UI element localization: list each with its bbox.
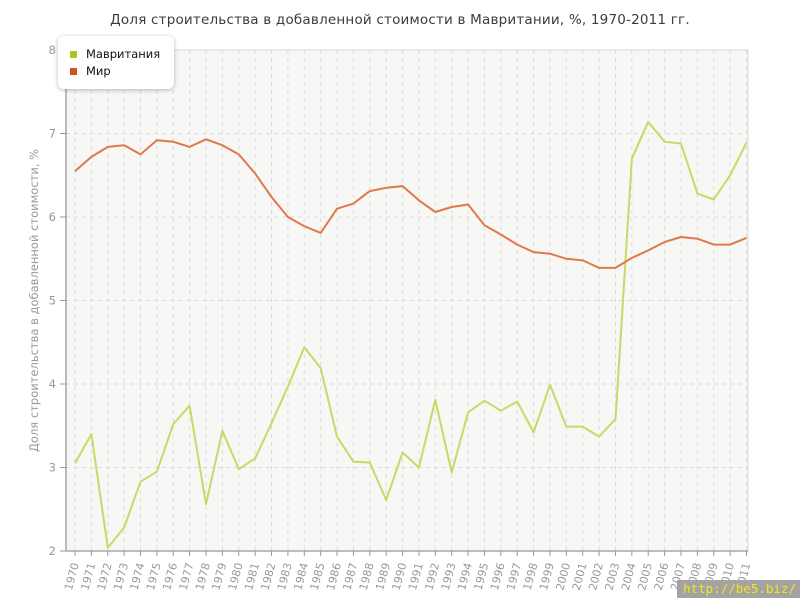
watermark-link[interactable]: http://be5.biz/ [677,580,800,598]
y-tick-label: 3 [49,461,56,475]
y-axis-title: Доля строительства в добавленной стоимос… [27,149,41,452]
legend-item-world: Мир [70,64,160,78]
legend-label-mauritania: Мавритания [86,47,161,61]
y-tick-label: 5 [49,294,56,308]
legend: Мавритания Мир [58,36,175,89]
world-swatch-icon [70,67,77,75]
y-tick-label: 8 [49,43,56,57]
legend-item-mauritania: Мавритания [70,47,160,61]
y-tick-label: 4 [49,377,56,391]
world-line [74,138,747,269]
y-tick-label: 7 [49,127,56,141]
legend-label-world: Мир [86,64,111,78]
y-tick-label: 6 [49,210,56,224]
y-tick-label: 2 [49,544,56,558]
chart-title: Доля строительства в добавленной стоимос… [110,12,690,28]
mauritania-swatch-icon [70,50,77,58]
mauritania-line [74,120,748,549]
